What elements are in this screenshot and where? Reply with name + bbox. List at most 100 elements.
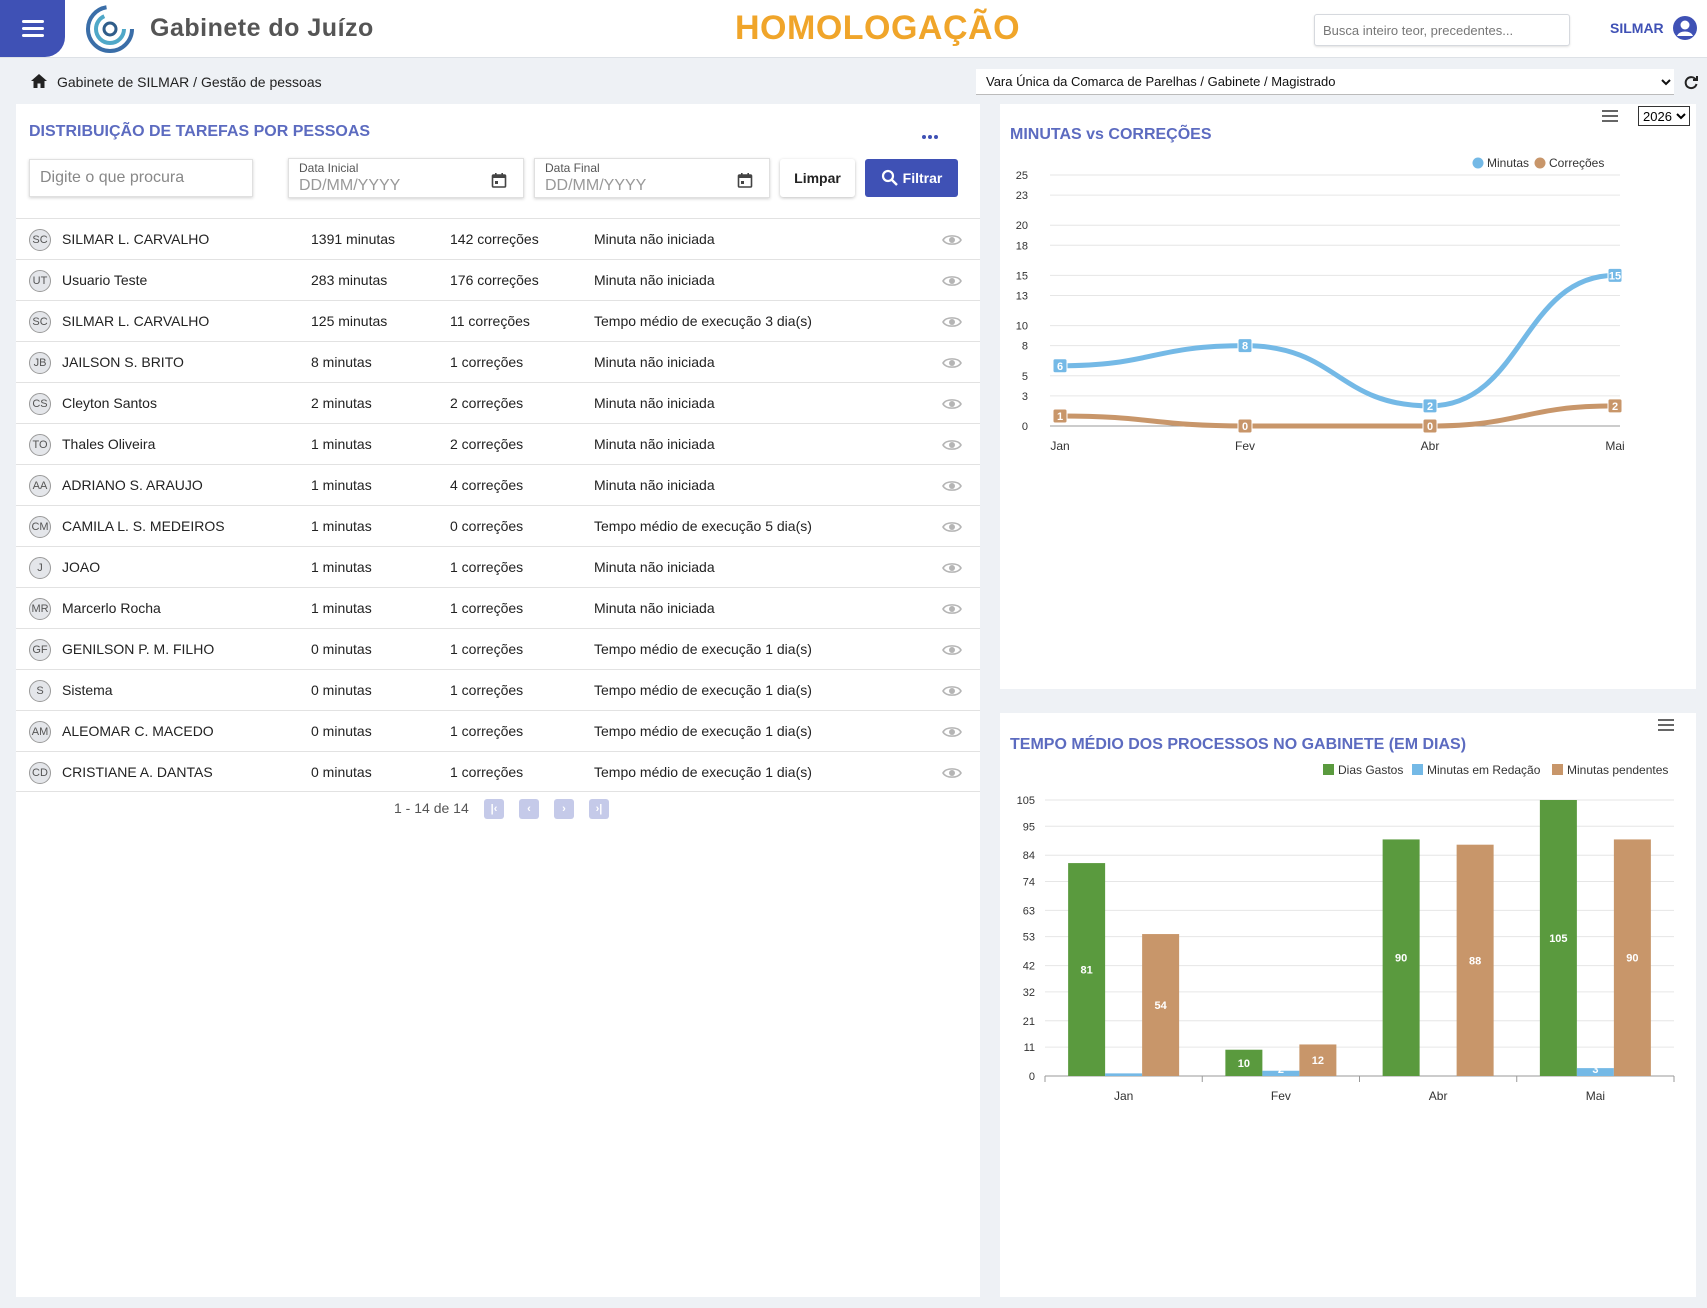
person-name: Marcerlo Rocha	[62, 600, 161, 616]
vara-select[interactable]: Vara Única da Comarca de Parelhas / Gabi…	[976, 69, 1674, 95]
first-page-button[interactable]: |‹	[484, 799, 504, 819]
correcoes-count: 11 correções	[450, 313, 530, 329]
eye-icon[interactable]	[942, 643, 962, 657]
y-tick-label: 8	[1022, 341, 1028, 353]
table-row[interactable]: AM ALEOMAR C. MACEDO 0 minutas 1 correções T…	[16, 710, 980, 751]
eye-icon[interactable]	[942, 766, 962, 780]
filter-button[interactable]: Filtrar	[865, 159, 958, 197]
minutas-count: 0 minutas	[311, 641, 372, 657]
people-search-input[interactable]	[29, 159, 253, 197]
x-tick-label: Jan	[1114, 1089, 1133, 1103]
data-label: 1	[1057, 411, 1063, 423]
minutas-count: 125 minutas	[311, 313, 388, 329]
chart-menu-icon[interactable]	[1602, 107, 1618, 125]
bar-value-label: 2	[1278, 1064, 1284, 1076]
table-row[interactable]: SC SILMAR L. CARVALHO 125 minutas 11 correç…	[16, 300, 980, 341]
end-date-field[interactable]: Data Final DD/MM/YYYY	[534, 158, 770, 198]
legend-label: Minutas em Redação	[1427, 763, 1541, 777]
table-row[interactable]: S Sistema 0 minutas 1 correções Tempo médio …	[16, 669, 980, 710]
data-label: 15	[1609, 270, 1621, 282]
end-date-label: Data Final	[545, 161, 600, 175]
legend-marker	[1412, 764, 1423, 775]
menu-button[interactable]	[0, 0, 65, 57]
year-select[interactable]: 2026	[1638, 106, 1690, 126]
table-row[interactable]: TO Thales Oliveira 1 minutas 2 correções Min…	[16, 423, 980, 464]
user-avatar-icon[interactable]	[1672, 15, 1698, 41]
bar-value-label: 81	[1081, 965, 1093, 977]
minutas-count: 1 minutas	[311, 559, 372, 575]
refresh-icon[interactable]	[1683, 74, 1699, 90]
eye-icon[interactable]	[942, 438, 962, 452]
start-date-field[interactable]: Data Inicial DD/MM/YYYY	[288, 158, 524, 198]
correcoes-count: 142 correções	[450, 231, 539, 247]
pager-text: 1 - 14 de 14	[394, 800, 469, 816]
eye-icon[interactable]	[942, 561, 962, 575]
table-row[interactable]: CD CRISTIANE A. DANTAS 0 minutas 1 correçõe…	[16, 751, 980, 792]
chart-title: MINUTAS vs CORREÇÕES	[1010, 123, 1212, 143]
eye-icon[interactable]	[942, 602, 962, 616]
avatar: AM	[29, 721, 51, 743]
legend-marker	[1323, 764, 1334, 775]
table-row[interactable]: CM CAMILA L. S. MEDEIROS 1 minutas 0 correç…	[16, 505, 980, 546]
next-page-button[interactable]: ›	[554, 799, 574, 819]
minutas-count: 0 minutas	[311, 723, 372, 739]
more-options-icon[interactable]	[922, 126, 946, 139]
data-label-box	[1422, 418, 1438, 434]
filter-button-label: Filtrar	[902, 170, 943, 186]
x-tick-label: Fev	[1271, 1089, 1291, 1103]
y-tick-label: 23	[1016, 190, 1028, 202]
person-name: SILMAR L. CARVALHO	[62, 313, 210, 329]
prev-page-button[interactable]: ‹	[519, 799, 539, 819]
bar	[1105, 1073, 1143, 1076]
bar-value-label: 90	[1395, 953, 1407, 965]
y-tick-label: 32	[1023, 987, 1035, 999]
calendar-icon[interactable]	[491, 172, 507, 188]
table-row[interactable]: SC SILMAR L. CARVALHO 1391 minutas 142 corr…	[16, 218, 980, 259]
y-tick-label: 84	[1023, 850, 1035, 862]
y-tick-label: 74	[1023, 876, 1035, 888]
chart-menu-icon[interactable]	[1658, 716, 1674, 734]
person-name: Sistema	[62, 682, 113, 698]
table-row[interactable]: UT Usuario Teste 283 minutas 176 correções M…	[16, 259, 980, 300]
eye-icon[interactable]	[942, 520, 962, 534]
user-name[interactable]: SILMAR	[1610, 20, 1664, 36]
chart-title: TEMPO MÉDIO DOS PROCESSOS NO GABINETE (E…	[1010, 734, 1466, 753]
series-line	[1057, 403, 1618, 429]
correcoes-count: 1 correções	[450, 354, 524, 370]
eye-icon[interactable]	[942, 233, 962, 247]
calendar-icon[interactable]	[737, 172, 753, 188]
y-tick-label: 0	[1022, 421, 1028, 433]
avatar: S	[29, 680, 51, 702]
y-tick-label: 95	[1023, 821, 1035, 833]
bar	[1613, 839, 1651, 1076]
avatar: CS	[29, 393, 51, 415]
y-tick-label: 21	[1023, 1016, 1035, 1028]
y-tick-label: 25	[1016, 170, 1028, 182]
clear-button[interactable]: Limpar	[780, 159, 855, 197]
correcoes-count: 4 correções	[450, 477, 524, 493]
avatar: CD	[29, 762, 51, 784]
x-tick-label: Abr	[1429, 1089, 1448, 1103]
correcoes-count: 1 correções	[450, 600, 524, 616]
home-icon[interactable]	[30, 73, 48, 89]
table-row[interactable]: CS Cleyton Santos 2 minutas 2 correções Minu…	[16, 382, 980, 423]
x-tick-label: Fev	[1235, 439, 1255, 453]
table-row[interactable]: JB JAILSON S. BRITO 8 minutas 1 correções Mi…	[16, 341, 980, 382]
table-row[interactable]: GF GENILSON P. M. FILHO 0 minutas 1 correçõ…	[16, 628, 980, 669]
global-search-input[interactable]	[1314, 14, 1570, 46]
data-label-box	[1422, 398, 1438, 414]
eye-icon[interactable]	[942, 684, 962, 698]
app-logo	[86, 5, 134, 53]
eye-icon[interactable]	[942, 315, 962, 329]
eye-icon[interactable]	[942, 725, 962, 739]
data-label-box	[1237, 338, 1253, 354]
eye-icon[interactable]	[942, 274, 962, 288]
table-row[interactable]: MR Marcerlo Rocha 1 minutas 1 correções Minu…	[16, 587, 980, 628]
table-row[interactable]: J JOAO 1 minutas 1 correções Minuta não inic…	[16, 546, 980, 587]
eye-icon[interactable]	[942, 479, 962, 493]
search-icon	[881, 169, 898, 186]
table-row[interactable]: AA ADRIANO S. ARAUJO 1 minutas 4 correções M…	[16, 464, 980, 505]
last-page-button[interactable]: ›|	[589, 799, 609, 819]
eye-icon[interactable]	[942, 397, 962, 411]
eye-icon[interactable]	[942, 356, 962, 370]
